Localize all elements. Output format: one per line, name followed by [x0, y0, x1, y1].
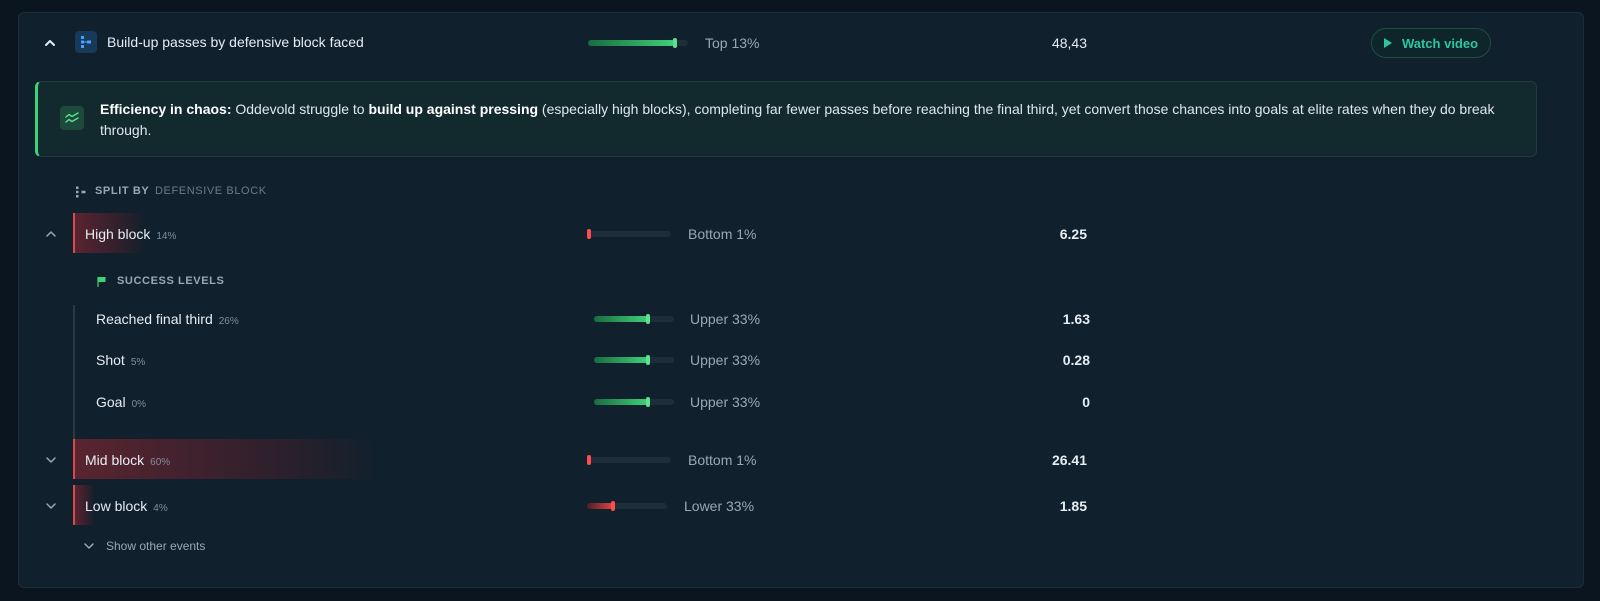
rank-bar-fill [594, 399, 648, 405]
rank-bar [594, 397, 674, 407]
block-tag-high[interactable] [73, 213, 146, 253]
rank-bar-fill [588, 40, 675, 46]
rank-bar [588, 38, 688, 48]
success-item-label: Goal [96, 394, 126, 410]
rank-bar-knob [646, 397, 650, 407]
success-item-value: 0 [1082, 394, 1090, 410]
block-value: 26.41 [1051, 452, 1087, 468]
block-tag-low[interactable] [73, 485, 95, 525]
rank-bar [594, 314, 674, 324]
split-by-value: DEFENSIVE BLOCK [155, 185, 267, 197]
block-name-mid: Mid block 60% [85, 452, 170, 468]
success-item-value: 0.28 [1062, 352, 1090, 368]
tree-line [73, 305, 75, 447]
success-levels-label: SUCCESS LEVELS [117, 275, 225, 287]
block-name-high: High block 14% [85, 226, 176, 242]
block-value: 1.85 [1059, 498, 1087, 514]
flag-icon [97, 275, 107, 293]
block-name-low: Low block 4% [85, 498, 168, 514]
split-by-label: SPLIT BY [95, 185, 150, 197]
rank-bar-knob [587, 229, 591, 239]
success-item-share: 5% [130, 357, 146, 368]
insight-lead: Efficiency in chaos: [100, 101, 232, 117]
success-item-share: 0% [131, 399, 147, 410]
chevron-down-icon[interactable] [83, 539, 95, 557]
rank-bar [587, 455, 671, 465]
rank-bar-fill [594, 357, 648, 363]
rank-bar-knob [673, 38, 677, 48]
trend-chart-icon [60, 106, 84, 130]
rank-bar-knob [646, 314, 650, 324]
insight-text-b: (especially high blocks), completing far… [100, 101, 1495, 138]
rank-label: Bottom 1% [688, 226, 757, 242]
success-item-value: 1.63 [1062, 311, 1090, 327]
block-share: 60% [150, 457, 171, 468]
rank-bar-fill [587, 503, 613, 509]
chevron-down-icon[interactable] [45, 454, 57, 466]
insight-box: Efficiency in chaos: Oddevold struggle t… [35, 81, 1537, 157]
rank-label: Upper 33% [690, 352, 761, 368]
block-label: Low block [85, 498, 148, 514]
metric-value: 48,43 [1051, 35, 1087, 51]
block-tag-mid[interactable] [73, 439, 381, 479]
block-share: 14% [156, 231, 177, 242]
rank-label: Lower 33% [684, 498, 755, 514]
insight-text: Efficiency in chaos: Oddevold struggle t… [100, 99, 1500, 141]
rank-bar [587, 501, 667, 511]
watch-video-label: Watch video [1401, 35, 1479, 51]
rank-bar-knob [587, 455, 591, 465]
split-tree-icon [75, 185, 87, 203]
rank-bar-knob [646, 355, 650, 365]
chevron-down-icon[interactable] [45, 500, 57, 512]
collapse-chevron-up-icon[interactable] [44, 37, 56, 49]
share-glow [75, 439, 381, 479]
block-share: 4% [153, 503, 168, 514]
insight-emphasis: build up against pressing [368, 101, 539, 117]
rank-label: Bottom 1% [688, 452, 757, 468]
split-tree-icon [75, 31, 97, 53]
metric-title: Build-up passes by defensive block faced [107, 34, 364, 50]
rank-bar [587, 229, 671, 239]
insight-text-a: Oddevold struggle to [231, 101, 369, 117]
success-item-share: 26% [218, 316, 239, 327]
rank-label: Upper 33% [690, 311, 761, 327]
rank-bar-knob [611, 501, 615, 511]
play-icon [1383, 38, 1392, 48]
block-value: 6.25 [1059, 226, 1087, 242]
success-item-label: Shot [96, 352, 125, 368]
rank-bar [594, 355, 674, 365]
rank-label: Upper 33% [690, 394, 761, 410]
share-glow [75, 485, 95, 525]
success-item: Shot 5% [96, 352, 145, 368]
chevron-up-icon[interactable] [45, 228, 57, 240]
block-label: Mid block [85, 452, 145, 468]
success-item-label: Reached final third [96, 311, 213, 327]
share-glow [75, 213, 146, 253]
watch-video-button[interactable]: Watch video [1371, 28, 1491, 58]
metric-panel: Build-up passes by defensive block faced… [18, 12, 1584, 588]
rank-label: Top 13% [705, 35, 760, 51]
block-label: High block [85, 226, 151, 242]
success-item: Reached final third 26% [96, 311, 239, 327]
show-other-events-link[interactable]: Show other events [106, 539, 206, 553]
success-item: Goal 0% [96, 394, 146, 410]
rank-bar-fill [594, 316, 648, 322]
